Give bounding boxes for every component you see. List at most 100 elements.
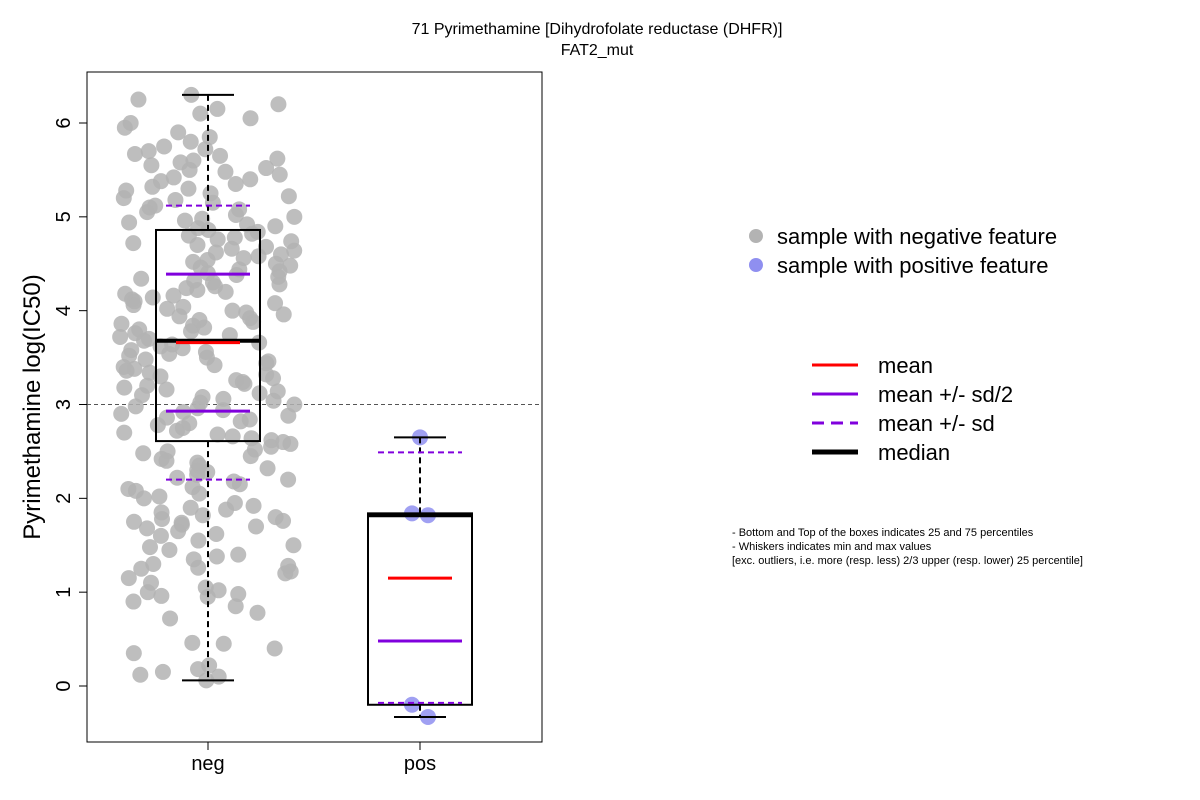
chart-subtitle: FAT2_mut xyxy=(561,42,634,59)
data-point xyxy=(260,353,277,370)
data-point xyxy=(184,634,201,651)
data-point xyxy=(182,133,199,150)
data-point xyxy=(123,342,140,359)
data-point xyxy=(139,520,156,537)
y-tick-label: 4 xyxy=(53,305,75,316)
data-point xyxy=(248,518,265,535)
data-point xyxy=(280,188,297,205)
data-point xyxy=(209,426,226,443)
y-tick-label: 5 xyxy=(53,211,75,222)
data-point xyxy=(154,663,171,680)
notes: - Bottom and Top of the boxes indicates … xyxy=(732,527,1083,567)
data-point xyxy=(145,556,162,573)
legend: sample with negative feature sample with … xyxy=(749,224,1057,465)
data-point xyxy=(286,396,303,413)
data-point xyxy=(194,507,211,524)
data-point xyxy=(283,233,300,250)
data-point xyxy=(186,272,203,289)
data-point xyxy=(159,300,176,317)
data-point xyxy=(194,388,211,405)
data-point xyxy=(197,579,214,596)
chart-title: 71 Pyrimethamine [Dihydrofolate reductas… xyxy=(412,21,783,38)
data-point xyxy=(151,488,168,505)
data-point xyxy=(197,141,214,158)
data-point xyxy=(167,191,184,208)
data-point xyxy=(208,525,225,542)
data-point xyxy=(161,541,178,558)
data-point xyxy=(120,570,137,587)
data-point xyxy=(225,473,242,490)
legend-point-swatch xyxy=(749,229,763,243)
data-point xyxy=(226,229,243,246)
data-point xyxy=(207,244,224,261)
note-line: [exc. outliers, i.e. more (resp. less) 2… xyxy=(732,555,1083,567)
data-point xyxy=(169,469,186,486)
data-point xyxy=(112,328,129,345)
plot-frame xyxy=(86,71,543,743)
data-point xyxy=(120,480,137,497)
data-point xyxy=(191,312,208,329)
data-point xyxy=(125,593,142,610)
legend-point-swatch xyxy=(749,258,763,272)
data-point xyxy=(156,138,173,155)
data-point xyxy=(257,238,274,255)
data-point xyxy=(125,235,142,252)
data-point xyxy=(126,513,143,530)
legend-line-label: mean xyxy=(878,353,933,378)
data-point xyxy=(230,546,247,563)
data-point xyxy=(113,405,130,422)
box-pos xyxy=(367,512,473,706)
data-point xyxy=(180,180,197,197)
data-point xyxy=(190,532,207,549)
data-point xyxy=(143,157,160,174)
data-point xyxy=(131,321,148,338)
x-tick-label: neg xyxy=(191,753,224,775)
data-point xyxy=(286,208,303,225)
data-point xyxy=(239,216,256,233)
data-point xyxy=(202,185,219,202)
data-point xyxy=(258,366,275,383)
data-point xyxy=(249,604,266,621)
data-point xyxy=(133,560,150,577)
data-point xyxy=(117,285,134,302)
data-point xyxy=(173,514,190,531)
data-point xyxy=(159,443,176,460)
legend-point-label: sample with negative feature xyxy=(777,224,1057,249)
data-point xyxy=(140,143,157,160)
data-point xyxy=(133,270,150,287)
data-point xyxy=(132,666,149,683)
data-point xyxy=(228,372,245,389)
points-neg xyxy=(112,86,303,689)
data-point xyxy=(158,381,175,398)
data-point xyxy=(201,129,218,146)
data-point xyxy=(238,304,255,321)
data-point xyxy=(212,147,229,164)
note-line: - Bottom and Top of the boxes indicates … xyxy=(732,527,1034,539)
note-line: - Whiskers indicates min and max values xyxy=(732,541,932,553)
data-point xyxy=(242,171,259,188)
data-point xyxy=(282,257,299,274)
data-point xyxy=(285,537,302,554)
data-point xyxy=(118,182,135,199)
data-point xyxy=(185,253,202,270)
data-point xyxy=(215,390,232,407)
plot-area: 0 1 2 3 4 5 6 neg pos xyxy=(53,71,543,775)
data-point xyxy=(226,495,243,512)
data-point xyxy=(162,610,179,627)
data-point xyxy=(201,657,218,674)
data-point xyxy=(267,218,284,235)
data-point xyxy=(135,445,152,462)
data-point xyxy=(227,175,244,192)
y-axis-label: Pyrimethamine log(IC50) xyxy=(19,274,46,539)
data-point xyxy=(172,154,189,171)
data-point xyxy=(258,160,275,177)
data-point xyxy=(184,479,201,496)
data-point xyxy=(269,150,286,167)
y-tick-label: 1 xyxy=(53,587,75,598)
data-point xyxy=(144,289,161,306)
data-point xyxy=(130,91,147,108)
data-point xyxy=(275,306,292,323)
data-point xyxy=(224,302,241,319)
data-point xyxy=(269,383,286,400)
data-point xyxy=(208,548,225,565)
